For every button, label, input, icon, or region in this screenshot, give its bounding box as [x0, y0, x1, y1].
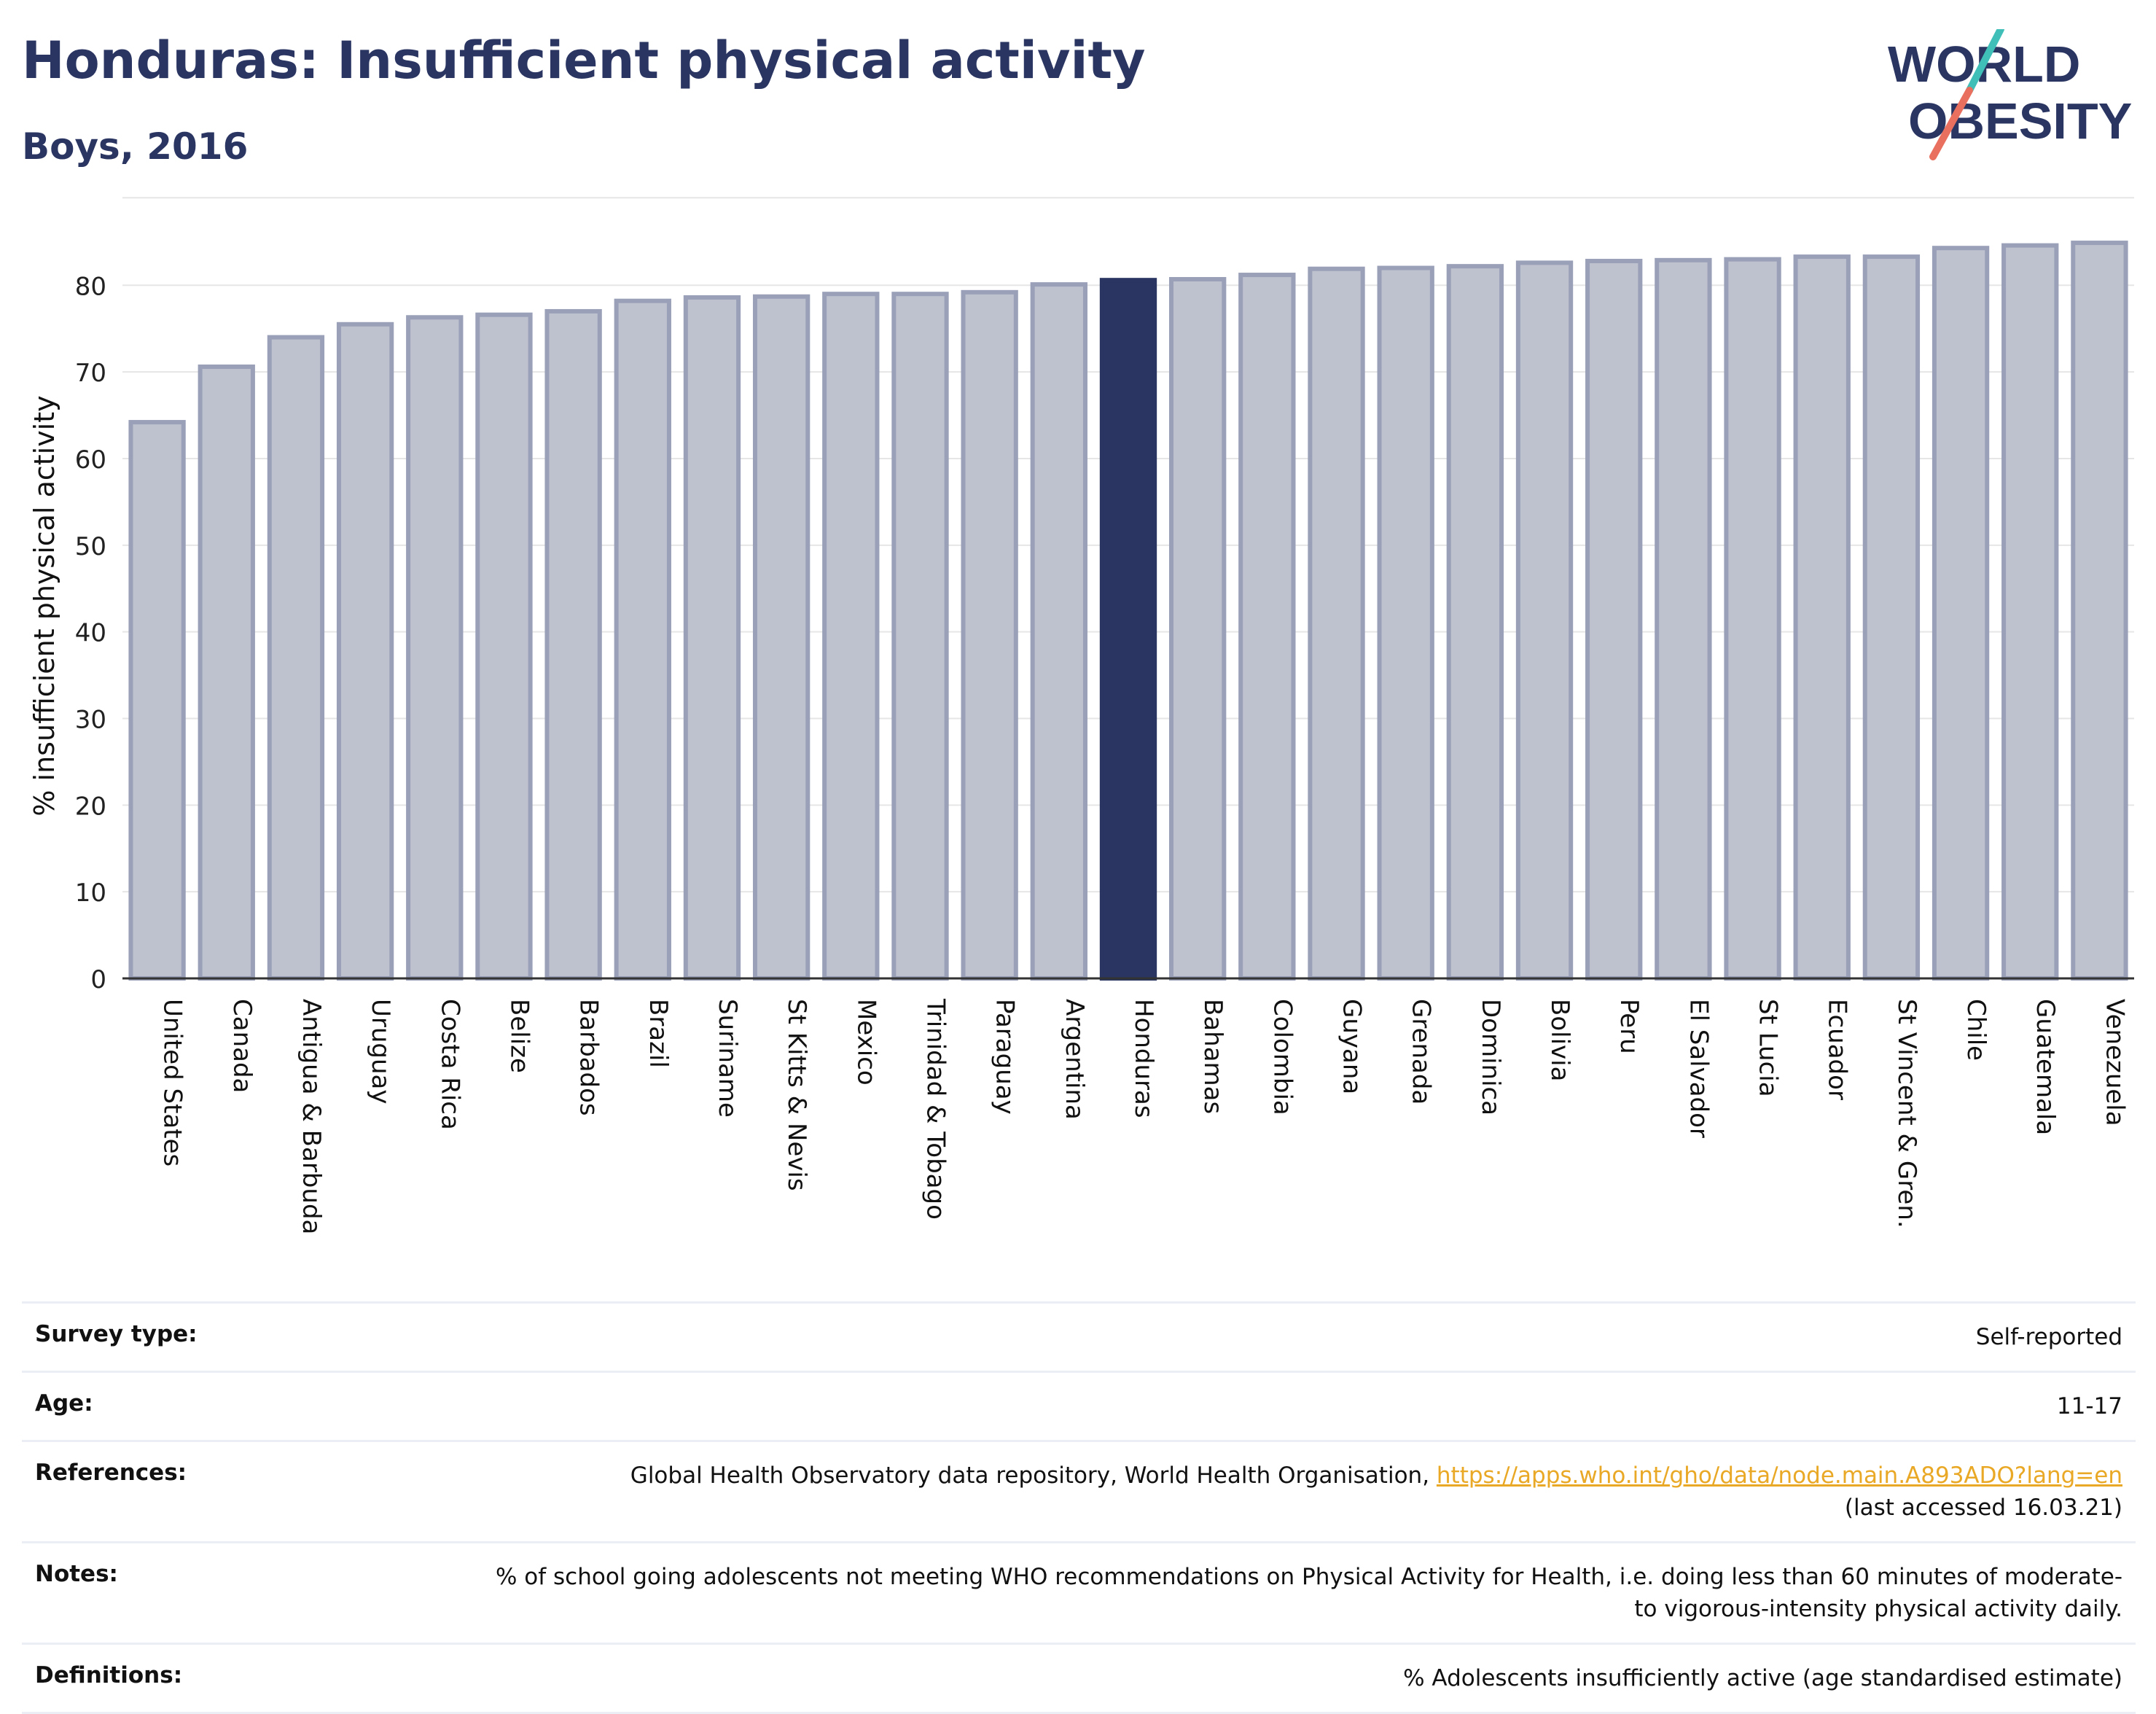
y-tick-label: 10	[75, 879, 106, 908]
x-tick-label: Chile	[1961, 999, 1991, 1061]
x-tick-label: Honduras	[1129, 999, 1158, 1118]
bar	[822, 292, 880, 981]
world-obesity-logo: WORLD OBESITY	[1888, 29, 2132, 160]
bar	[544, 308, 602, 981]
logo-slash-coral	[1929, 87, 1973, 160]
x-tick-label: Guyana	[1337, 999, 1367, 1094]
x-tick-label: St Lucia	[1754, 999, 1783, 1097]
x-tick-label: St Vincent & Gren.	[1892, 999, 1921, 1228]
info-value-text: % Adolescents insufficiently active (age…	[1403, 1665, 2122, 1691]
y-tick-label: 80	[75, 272, 106, 301]
info-value: % Adolescents insufficiently active (age…	[1403, 1662, 2122, 1694]
x-tick-label: Grenada	[1407, 999, 1436, 1105]
info-label: Survey type:	[35, 1321, 198, 1347]
bar	[406, 315, 464, 981]
x-tick-label: Brazil	[644, 999, 673, 1068]
chart-title: Honduras: Insufficient physical activity	[22, 31, 1146, 90]
x-tick-label: Guatemala	[2031, 999, 2060, 1135]
x-tick-label: Belize	[504, 999, 534, 1073]
y-axis-label: % insufficient physical activity	[28, 395, 60, 816]
bar	[683, 295, 741, 981]
bar	[1030, 282, 1087, 981]
x-tick-label: Bolivia	[1545, 999, 1574, 1081]
bar	[1585, 259, 1643, 981]
bar	[1793, 254, 1851, 981]
x-tick-label: Dominica	[1476, 999, 1505, 1115]
x-tick-label: Uruguay	[366, 999, 395, 1105]
x-tick-label: Paraguay	[991, 999, 1020, 1115]
info-label: Definitions:	[35, 1662, 183, 1688]
info-row: Age: 11-17	[22, 1371, 2136, 1440]
info-row: Definitions: % Adolescents insufficiently…	[22, 1643, 2136, 1714]
bar	[1932, 246, 1990, 981]
chart-subtitle: Boys, 2016	[22, 125, 249, 168]
bar	[891, 292, 949, 981]
x-tick-label: Suriname	[713, 999, 742, 1118]
bar	[1308, 266, 1365, 981]
info-label: References:	[35, 1460, 187, 1486]
y-tick-label: 40	[75, 619, 106, 648]
x-tick-label: El Salvador	[1684, 999, 1713, 1138]
x-tick-label: United States	[158, 999, 187, 1166]
info-value-text: 11-17	[2056, 1393, 2122, 1419]
x-tick-label: Costa Rica	[435, 999, 464, 1130]
y-tick-label: 20	[75, 792, 106, 821]
x-tick-label: Ecuador	[1823, 999, 1852, 1100]
bar	[198, 365, 255, 981]
bar	[1515, 260, 1574, 981]
x-tick-label: Colombia	[1268, 999, 1297, 1115]
y-tick-label: 30	[75, 705, 106, 734]
x-tick-label: Venezuela	[2100, 999, 2129, 1126]
bar	[961, 289, 1018, 981]
bar	[1862, 254, 1921, 981]
info-value-text: Self-reported	[1975, 1324, 2122, 1350]
y-tick-label: 0	[90, 965, 106, 994]
info-value-note: (last accessed 16.03.21)	[1844, 1495, 2122, 1521]
x-tick-label: Trinidad & Tobago	[921, 998, 950, 1220]
bar	[1238, 273, 1296, 981]
y-tick-label: 50	[75, 532, 106, 561]
x-tick-label: Bahamas	[1198, 999, 1227, 1114]
x-tick-label: Canada	[227, 999, 257, 1093]
bar	[1446, 264, 1504, 981]
bar-chart: 0 10 20 30 40 50 60 70 80 United States Canada Anti…	[28, 197, 2134, 1234]
bar	[752, 294, 811, 981]
y-tick-label: 60	[75, 445, 106, 475]
reference-link[interactable]: https://apps.who.int/gho/data/node.main.…	[1436, 1462, 2122, 1489]
y-tick-label: 70	[75, 359, 106, 388]
bar	[1724, 257, 1781, 981]
info-value: % of school going adolescents not meetin…	[483, 1561, 2122, 1625]
info-value: Self-reported	[1976, 1321, 2122, 1353]
x-tick-label: Argentina	[1060, 999, 1089, 1120]
info-row: Survey type: Self-reported	[22, 1301, 2136, 1371]
x-tick-label: St Kitts & Nevis	[782, 999, 811, 1191]
bar	[475, 312, 533, 981]
bar	[336, 322, 394, 981]
bar	[2001, 243, 2059, 981]
bar	[2071, 241, 2128, 981]
bar	[1099, 278, 1157, 981]
info-value-text: Global Health Observatory data repositor…	[630, 1462, 1437, 1489]
bar	[128, 420, 186, 981]
info-label: Age:	[35, 1390, 93, 1417]
logo-slash-teal	[1966, 29, 2004, 94]
info-row: References: Global Health Observatory dat…	[22, 1440, 2136, 1541]
x-tick-label: Mexico	[851, 999, 880, 1086]
info-value: 11-17	[2057, 1390, 2122, 1422]
x-tick-label: Barbados	[574, 999, 604, 1116]
info-row: Notes: % of school going adolescents not …	[22, 1541, 2136, 1643]
bar	[614, 298, 671, 981]
x-tick-label: Antigua & Barbuda	[297, 999, 326, 1234]
bar	[1169, 276, 1227, 981]
x-tick-label: Peru	[1614, 999, 1644, 1054]
info-value-text: % of school going adolescents not meetin…	[495, 1564, 2122, 1622]
info-value: Global Health Observatory data repositor…	[630, 1460, 2122, 1524]
bar	[267, 335, 325, 981]
bar	[1655, 257, 1712, 981]
info-table: Survey type: Self-reported Age: 11-17 Refere…	[22, 1301, 2136, 1714]
bar	[1377, 265, 1434, 981]
info-label: Notes:	[35, 1561, 118, 1587]
